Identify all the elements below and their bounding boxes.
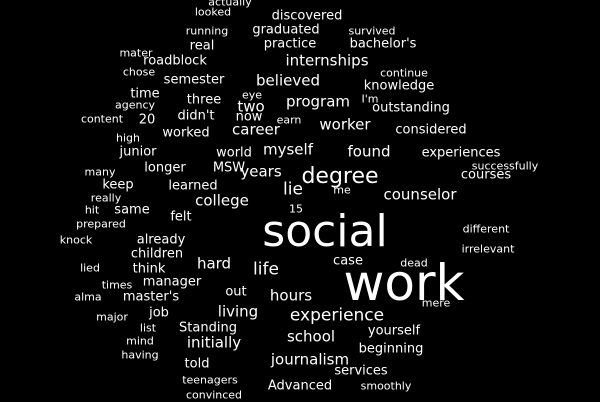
- word-already: already: [136, 232, 186, 248]
- word-three: three: [186, 92, 222, 108]
- word-didn-t: didn't: [177, 108, 215, 124]
- word-smoothly: smoothly: [360, 379, 412, 393]
- word-chose: chose: [122, 65, 156, 79]
- word-told: told: [184, 356, 210, 372]
- word-really: really: [90, 191, 122, 205]
- word-successfully: successfully: [471, 159, 539, 173]
- word-keep: keep: [102, 177, 134, 193]
- word-internships: internships: [285, 51, 369, 70]
- word-manager: manager: [142, 274, 202, 290]
- word-15: 15: [289, 202, 303, 216]
- word-hours: hours: [269, 286, 313, 305]
- word-me: me: [333, 183, 351, 197]
- word-believed: believed: [256, 71, 320, 90]
- word-master-s: master's: [122, 289, 180, 305]
- word-roadblock: roadblock: [143, 53, 207, 69]
- word-list: list: [139, 321, 157, 335]
- word-i-m: I'm: [361, 92, 379, 106]
- word-prepared: prepared: [76, 217, 126, 231]
- word-children: children: [130, 246, 184, 262]
- word-considered: considered: [395, 122, 467, 138]
- word-life: life: [253, 259, 279, 280]
- word-agency: agency: [114, 98, 156, 112]
- word-experience: experience: [289, 305, 385, 326]
- word-knock: knock: [59, 233, 93, 247]
- word-school: school: [286, 327, 336, 346]
- word-yourself: yourself: [367, 323, 421, 339]
- word-high: high: [116, 131, 140, 145]
- word-different: different: [462, 222, 510, 236]
- word-experiences: experiences: [421, 145, 501, 161]
- word-work: work: [343, 254, 465, 312]
- word-hit: hit: [84, 203, 100, 217]
- word-convinced: convinced: [185, 388, 243, 402]
- word-same: same: [114, 202, 150, 218]
- word-standing: Standing: [179, 320, 237, 336]
- word-looked: looked: [194, 5, 232, 19]
- word-knowledge: knowledge: [363, 78, 435, 94]
- word-msw: MSW: [212, 160, 246, 176]
- word-bachelor-s: bachelor's: [349, 36, 417, 52]
- word-eye: eye: [241, 88, 263, 102]
- word-survived: survived: [348, 24, 396, 38]
- word-20: 20: [138, 112, 156, 128]
- word-journalism: journalism: [270, 350, 350, 369]
- word-continue: continue: [380, 66, 428, 80]
- word-case: case: [333, 253, 363, 269]
- word-many: many: [84, 165, 116, 179]
- word-times: times: [101, 278, 133, 292]
- word-longer: longer: [144, 160, 186, 176]
- word-degree: degree: [301, 164, 379, 189]
- word-out: out: [225, 284, 247, 300]
- word-major: major: [96, 310, 128, 324]
- word-actually: actually: [208, 0, 252, 9]
- word-initially: initially: [186, 333, 242, 352]
- word-semester: semester: [163, 72, 225, 88]
- word-hard: hard: [196, 254, 232, 273]
- word-think: think: [132, 261, 166, 277]
- word-teenagers: teenagers: [182, 373, 238, 387]
- word-content: content: [80, 112, 124, 126]
- word-now: now: [235, 109, 263, 125]
- word-advanced: Advanced: [267, 378, 333, 394]
- word-program: program: [285, 92, 351, 111]
- word-lied: lied: [80, 261, 100, 275]
- word-job: job: [149, 305, 169, 321]
- word-earn: earn: [276, 113, 302, 127]
- word-courses: courses: [460, 167, 512, 183]
- word-social: social: [262, 206, 388, 257]
- word-dead: dead: [400, 256, 428, 270]
- word-myself: myself: [263, 140, 313, 159]
- word-mater: mater: [119, 46, 153, 60]
- word-years: years: [240, 162, 282, 181]
- word-graduated: graduated: [252, 22, 320, 38]
- word-worker: worker: [319, 115, 371, 134]
- word-mind: mind: [126, 334, 154, 348]
- word-world: world: [216, 145, 252, 161]
- word-found: found: [347, 142, 391, 161]
- word-worked: worked: [162, 125, 210, 141]
- word-running: running: [185, 24, 229, 38]
- word-learned: learned: [168, 178, 218, 194]
- word-discovered: discovered: [271, 8, 343, 24]
- word-having: having: [121, 348, 159, 362]
- word-services: services: [334, 363, 388, 379]
- word-beginning: beginning: [358, 341, 424, 357]
- word-felt: felt: [170, 209, 192, 225]
- word-real: real: [189, 38, 215, 54]
- word-lie: lie: [283, 179, 303, 200]
- word-living: living: [217, 302, 259, 321]
- word-irrelevant: irrelevant: [461, 242, 515, 256]
- word-outstanding: outstanding: [372, 100, 450, 116]
- word-mere: mere: [421, 296, 451, 310]
- word-time: time: [130, 86, 160, 102]
- word-practice: practice: [263, 36, 317, 52]
- word-junior: junior: [119, 144, 157, 160]
- word-college: college: [195, 191, 249, 210]
- word-career: career: [232, 120, 280, 139]
- word-counselor: counselor: [383, 185, 457, 204]
- word-two: two: [237, 97, 265, 116]
- word-alma: alma: [74, 290, 102, 304]
